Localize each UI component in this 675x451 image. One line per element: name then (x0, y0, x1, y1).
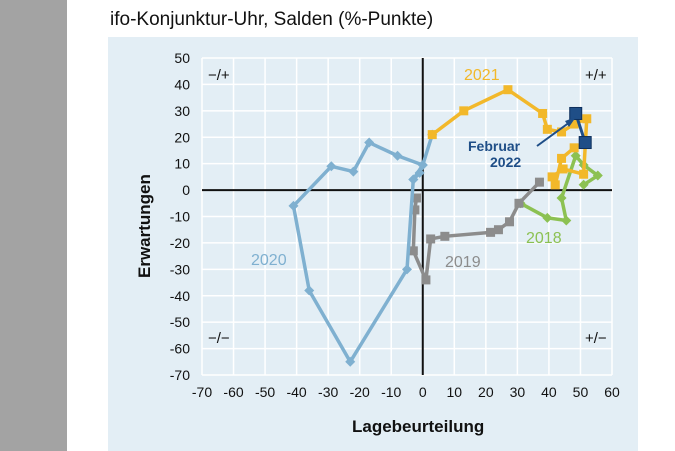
x-axis-label: Lagebeurteilung (352, 417, 484, 436)
x-tick-label: 50 (573, 384, 589, 400)
data-point-2020 (392, 150, 403, 161)
x-tick-label: -20 (350, 384, 370, 400)
quadrant-label-bottom-left: −/− (208, 330, 230, 347)
data-point-2018 (570, 150, 581, 161)
label-februar: Februar (468, 138, 521, 154)
data-point-2021 (538, 108, 548, 118)
data-point-2018 (592, 170, 603, 181)
data-point-2019 (421, 275, 431, 285)
data-point-2021 (557, 127, 567, 137)
data-point-2019 (408, 246, 418, 256)
data-point-februar-2022 (578, 136, 592, 150)
y-tick-label: 50 (174, 50, 190, 66)
x-tick-label: 60 (604, 384, 620, 400)
data-point-2020 (348, 166, 359, 177)
x-tick-label: 10 (447, 384, 463, 400)
left-gray-panel (0, 0, 67, 451)
label-2018: 2018 (526, 230, 562, 247)
data-point-2018 (556, 193, 567, 204)
data-point-2021 (557, 153, 567, 163)
y-tick-label: 0 (182, 182, 190, 198)
x-tick-label: -70 (192, 384, 212, 400)
x-tick-label: -10 (381, 384, 401, 400)
data-point-2018 (561, 215, 572, 226)
y-tick-label: -70 (170, 367, 190, 383)
label-2020: 2020 (251, 252, 287, 269)
data-point-2019 (440, 231, 450, 241)
y-tick-label: -50 (170, 314, 190, 330)
y-tick-label: -60 (170, 341, 190, 357)
x-tick-label: -30 (318, 384, 338, 400)
y-tick-label: 40 (174, 76, 190, 92)
y-tick-label: 10 (174, 156, 190, 172)
annotation-arrow (536, 121, 571, 147)
data-point-2018 (578, 179, 589, 190)
y-tick-label: -30 (170, 261, 190, 277)
x-tick-label: -60 (223, 384, 243, 400)
x-tick-label: -50 (255, 384, 275, 400)
y-tick-label: 20 (174, 129, 190, 145)
data-point-2019 (493, 225, 503, 235)
data-point-2021 (569, 143, 579, 153)
data-point-2021 (542, 124, 552, 134)
quadrant-label-bottom-right: +/− (585, 330, 607, 347)
data-point-2021 (503, 85, 513, 95)
chart-title: ifo-Konjunktur-Uhr, Salden (%-Punkte) (110, 9, 434, 30)
data-point-2019 (426, 234, 436, 244)
data-point-2019 (410, 205, 420, 215)
data-point-2019 (505, 217, 514, 227)
data-point-2021 (459, 106, 469, 116)
quadrant-label-top-right: +/+ (585, 67, 607, 84)
data-point-februar-2022 (569, 106, 583, 120)
x-tick-label: 20 (478, 384, 494, 400)
data-point-2020 (414, 167, 425, 178)
label-2021: 2021 (464, 67, 500, 84)
annotation-arrowhead (565, 117, 576, 127)
x-tick-label: -40 (286, 384, 306, 400)
data-point-2021 (582, 114, 592, 124)
y-axis-label: Erwartungen (135, 174, 154, 278)
y-tick-label: -20 (170, 235, 190, 251)
quadrant-label-top-left: −/+ (208, 67, 230, 84)
y-tick-label: 30 (174, 103, 190, 119)
data-point-2021 (558, 164, 568, 174)
data-point-2019 (514, 198, 524, 208)
x-tick-label: 40 (541, 384, 557, 400)
y-tick-label: -10 (170, 209, 190, 225)
data-point-2021 (550, 180, 560, 190)
data-point-2021 (569, 119, 579, 129)
label-2022: 2022 (490, 154, 521, 170)
data-point-2020 (304, 285, 315, 296)
data-point-2021 (547, 172, 557, 182)
data-point-2020 (364, 137, 375, 148)
data-point-2020 (402, 264, 412, 275)
data-point-2018 (542, 212, 553, 223)
y-tick-label: -40 (170, 288, 190, 304)
data-point-2019 (411, 193, 421, 203)
x-tick-label: 30 (510, 384, 526, 400)
data-point-2020 (408, 174, 419, 185)
label-2019: 2019 (445, 254, 481, 271)
data-point-2020 (326, 161, 337, 172)
x-tick-label: 0 (419, 384, 427, 400)
data-point-2019 (486, 227, 496, 237)
data-point-2020 (288, 200, 299, 211)
data-point-2020 (417, 159, 428, 170)
data-point-2020 (345, 356, 356, 367)
data-point-2021 (579, 169, 589, 179)
data-point-2019 (534, 177, 544, 187)
data-point-2021 (427, 130, 437, 140)
